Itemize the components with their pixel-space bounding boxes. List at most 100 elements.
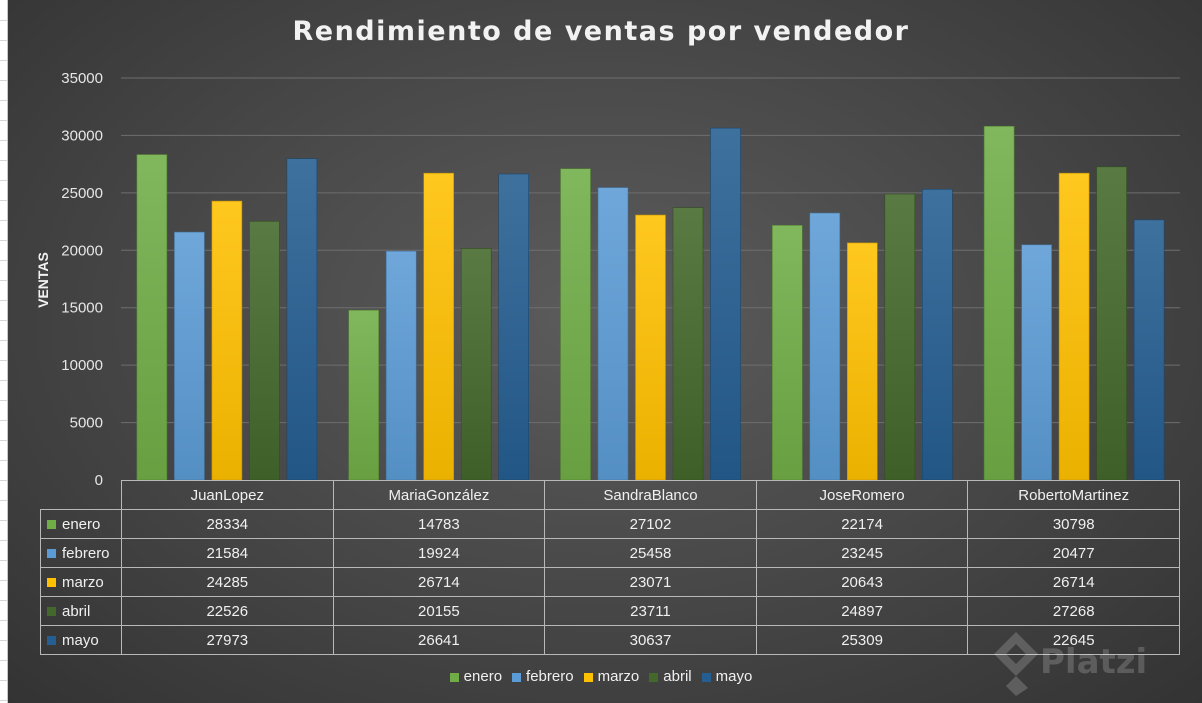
table-cell: 22645 — [967, 625, 1180, 655]
row-divider — [0, 100, 7, 101]
table-cell: 24285 — [121, 567, 334, 597]
row-divider — [0, 40, 7, 41]
platzi-logo-icon — [994, 632, 1038, 696]
row-divider — [0, 260, 7, 261]
table-column-header: MariaGonzález — [332, 480, 546, 510]
table-corner — [40, 480, 122, 510]
bar-mayo-SandraBlanco — [710, 127, 741, 481]
table-row: febrero 21584 19924 25458 23245 20477 — [40, 538, 1180, 568]
bar-marzo-JoseRomero — [846, 242, 878, 481]
bar-febrero-RobertoMartinez — [1021, 244, 1052, 481]
bar-mayo-MariaGonzález — [498, 173, 530, 481]
legend-item-marzo: marzo — [583, 668, 640, 685]
table-column-header: JuanLopez — [121, 480, 334, 510]
series-name: abril — [62, 602, 91, 620]
row-divider — [0, 60, 7, 61]
legend-item-enero: enero — [449, 668, 503, 685]
spreadsheet-row-strip — [0, 0, 8, 703]
bar-marzo-JuanLopez — [211, 200, 243, 481]
legend-swatch — [512, 672, 522, 682]
legend: enero febrero marzo abril mayo — [0, 668, 1202, 685]
table-cell: 26714 — [332, 567, 546, 597]
row-divider — [0, 80, 7, 81]
table-row: marzo 24285 26714 23071 20643 26714 — [40, 567, 1180, 597]
table-row: enero 28334 14783 27102 22174 30798 — [40, 509, 1180, 539]
table-column-header: RobertoMartinez — [967, 480, 1180, 510]
bar-abril-JuanLopez — [249, 220, 280, 481]
legend-swatch — [583, 672, 593, 682]
table-cell: 30798 — [967, 509, 1180, 539]
legend-swatch — [449, 672, 459, 682]
table-cell: 27102 — [544, 509, 757, 539]
bar-abril-JoseRomero — [884, 193, 916, 481]
row-divider — [0, 120, 7, 121]
y-tick-label: 30000 — [61, 127, 103, 144]
bar-abril-MariaGonzález — [460, 248, 492, 481]
y-tick-label: 15000 — [61, 300, 103, 317]
y-tick-label: 10000 — [61, 357, 103, 374]
table-row-header: abril — [40, 596, 122, 626]
bar-mayo-JuanLopez — [286, 158, 318, 481]
table-cell: 27973 — [121, 625, 334, 655]
row-divider — [0, 640, 7, 641]
row-divider — [0, 560, 7, 561]
table-cell: 28334 — [121, 509, 334, 539]
row-divider — [0, 680, 7, 681]
row-divider — [0, 20, 7, 21]
table-cell: 24897 — [755, 596, 969, 626]
bar-marzo-SandraBlanco — [635, 214, 666, 481]
legend-swatch — [47, 520, 56, 530]
table-cell: 20155 — [332, 596, 546, 626]
chart-title: Rendimiento de ventas por vendedor — [292, 16, 910, 47]
platzi-watermark: Platzi — [988, 626, 1198, 698]
table-cell: 19924 — [332, 538, 546, 568]
table-column-header: JoseRomero — [755, 480, 969, 510]
row-divider — [0, 500, 7, 501]
y-tick-label: 5000 — [70, 415, 103, 432]
y-tick-label: 20000 — [61, 242, 103, 259]
bar-febrero-SandraBlanco — [597, 187, 629, 481]
legend-label: mayo — [715, 668, 753, 685]
row-divider — [0, 600, 7, 601]
table-cell: 20477 — [967, 538, 1180, 568]
y-tick-label: 25000 — [61, 185, 103, 202]
row-divider — [0, 160, 7, 161]
bar-enero-MariaGonzález — [348, 309, 380, 481]
legend-label: marzo — [597, 668, 640, 685]
bar-mayo-JoseRomero — [921, 189, 953, 481]
row-divider — [0, 580, 7, 581]
legend-label: enero — [463, 668, 503, 685]
bar-marzo-MariaGonzález — [423, 172, 455, 481]
legend-item-febrero: febrero — [512, 668, 574, 685]
table-cell: 26641 — [332, 625, 546, 655]
legend-swatch — [47, 636, 56, 646]
watermark-text: Platzi — [1040, 642, 1148, 682]
series-name: mayo — [62, 631, 99, 649]
legend-item-abril: abril — [649, 668, 692, 685]
bar-febrero-MariaGonzález — [385, 250, 417, 481]
legend-swatch — [47, 607, 56, 617]
table-cell: 23071 — [544, 567, 757, 597]
table-column-header: SandraBlanco — [544, 480, 757, 510]
data-table: JuanLopez MariaGonzález SandraBlanco JoseRo… — [40, 480, 1180, 655]
bar-febrero-JuanLopez — [174, 231, 205, 481]
row-divider — [0, 380, 7, 381]
table-row-header: mayo — [40, 625, 122, 655]
bar-febrero-JoseRomero — [809, 212, 841, 481]
row-divider — [0, 480, 7, 481]
table-cell: 14783 — [332, 509, 546, 539]
bar-marzo-RobertoMartinez — [1058, 172, 1090, 481]
bar-enero-JuanLopez — [136, 154, 168, 481]
series-name: febrero — [62, 544, 110, 562]
table-cell: 27268 — [967, 596, 1180, 626]
table-cell: 25309 — [755, 625, 969, 655]
y-tick-label: 35000 — [61, 70, 103, 87]
table-row: mayo 27973 26641 30637 25309 22645 — [40, 625, 1180, 655]
table-cell: 26714 — [967, 567, 1180, 597]
legend-swatch — [649, 672, 659, 682]
row-divider — [0, 280, 7, 281]
series-name: marzo — [62, 573, 104, 591]
table-row-header: enero — [40, 509, 122, 539]
row-divider — [0, 440, 7, 441]
